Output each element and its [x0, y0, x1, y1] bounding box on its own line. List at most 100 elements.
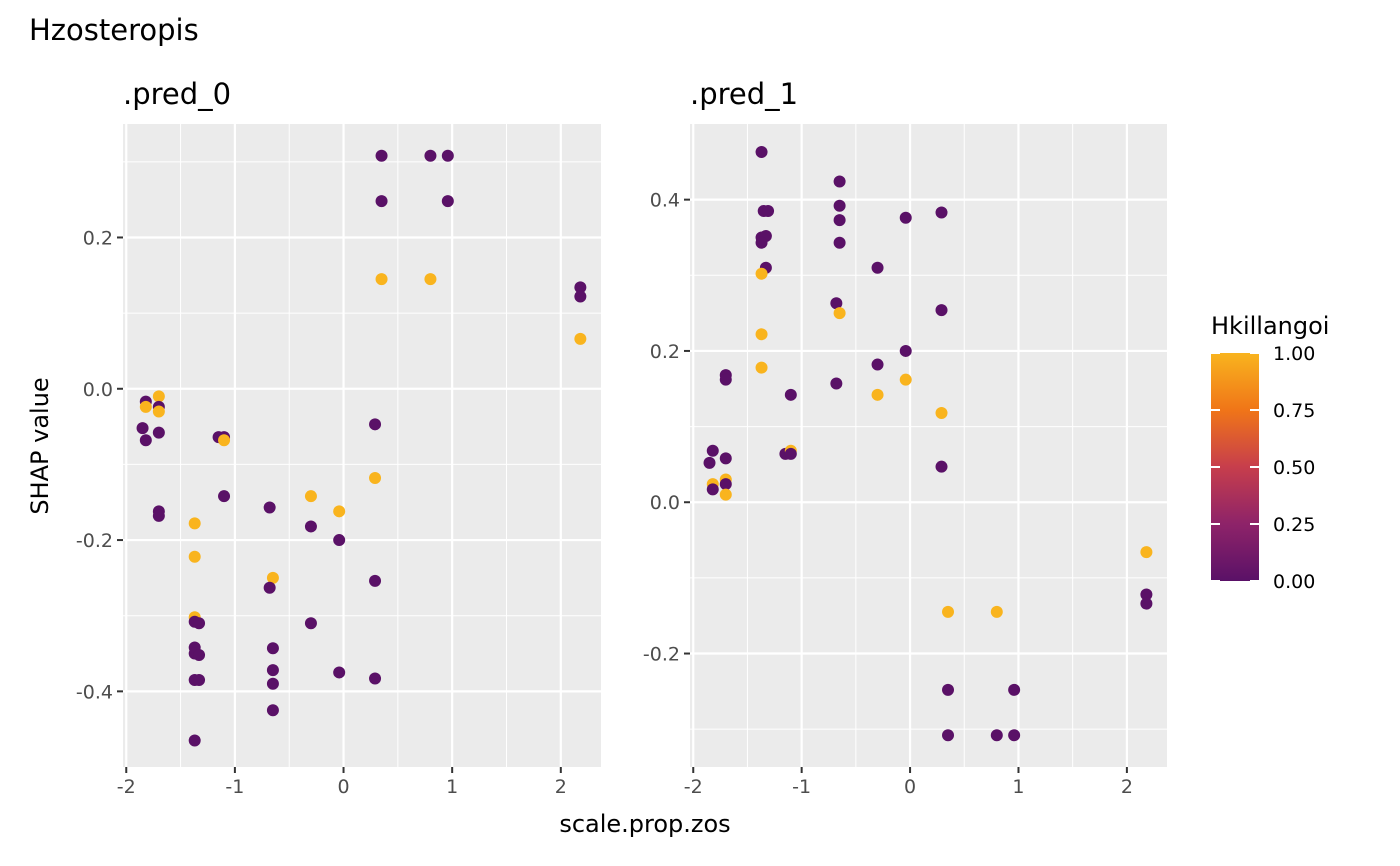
data-point	[333, 666, 346, 679]
data-point	[369, 574, 382, 587]
panel-pred-1: .pred_1 -2 -1 0 1 2 0.4 0.2 0.0 -0.2	[643, 77, 1167, 798]
data-point	[152, 509, 165, 522]
legend-tick-label: 0.75	[1273, 400, 1315, 422]
data-point	[833, 199, 846, 212]
data-point	[719, 452, 732, 465]
data-point	[304, 520, 317, 533]
data-point	[942, 683, 955, 696]
data-point	[899, 344, 912, 357]
data-point	[266, 642, 279, 655]
data-point	[188, 734, 201, 747]
data-point	[990, 605, 1003, 618]
x-tick-label: 2	[555, 776, 567, 798]
data-point	[266, 664, 279, 677]
data-point	[755, 267, 768, 280]
x-tick-label: 1	[446, 776, 458, 798]
data-point	[375, 195, 388, 208]
data-point	[441, 195, 454, 208]
data-point	[833, 307, 846, 320]
data-point	[369, 472, 382, 485]
data-point	[424, 273, 437, 286]
data-point	[574, 332, 587, 345]
x-tick-label: 1	[1012, 776, 1024, 798]
data-point	[755, 361, 768, 374]
data-point	[266, 571, 279, 584]
data-point	[706, 483, 719, 496]
data-point	[719, 488, 732, 501]
data-point	[188, 550, 201, 563]
data-point	[833, 175, 846, 188]
y-tick-label: 0.2	[650, 341, 680, 363]
data-point	[152, 426, 165, 439]
panel-title-pred-1: .pred_1	[690, 77, 798, 111]
data-point	[990, 729, 1003, 742]
legend-tick-label: 0.25	[1273, 514, 1315, 536]
y-tick-label: 0.4	[650, 190, 680, 212]
panel-pred-0: .pred_0 -2 -1 0 1 2 0.2 0.0 -0.2 -0.4	[76, 77, 601, 798]
data-point	[719, 373, 732, 386]
x-tick-label: -1	[792, 776, 811, 798]
data-point	[1140, 597, 1153, 610]
legend-title: Hkillangoi	[1211, 312, 1329, 340]
color-legend: Hkillangoi 1.00 0.75 0.50 0.25 0.00	[1211, 312, 1329, 593]
y-tick-label: -0.2	[76, 530, 113, 552]
x-tick-label: 0	[904, 776, 916, 798]
panel-title-pred-0: .pred_0	[123, 77, 231, 111]
data-point	[139, 434, 152, 447]
data-point	[218, 490, 231, 503]
data-point	[899, 211, 912, 224]
data-point	[369, 418, 382, 431]
x-tick-label: -2	[684, 776, 703, 798]
data-point	[871, 358, 884, 371]
data-point	[899, 373, 912, 386]
data-point	[942, 605, 955, 618]
data-point	[942, 729, 955, 742]
y-tick-label: 0.0	[650, 492, 680, 514]
data-point	[784, 447, 797, 460]
data-point	[833, 236, 846, 249]
data-point	[935, 406, 948, 419]
data-point	[304, 617, 317, 630]
data-point	[935, 304, 948, 317]
x-tick-label: 0	[337, 776, 349, 798]
data-point	[193, 617, 206, 630]
data-point	[574, 281, 587, 294]
chart-title: Hzosteropis	[29, 13, 199, 47]
data-point	[375, 273, 388, 286]
data-point	[755, 236, 768, 249]
data-point	[333, 505, 346, 518]
data-point	[136, 422, 149, 435]
data-point	[375, 149, 388, 162]
data-point	[424, 149, 437, 162]
data-point	[266, 677, 279, 690]
data-point	[218, 434, 231, 447]
data-point	[193, 649, 206, 662]
data-point	[333, 534, 346, 547]
data-point	[1008, 729, 1021, 742]
data-point	[830, 297, 843, 310]
x-tick-label: 2	[1121, 776, 1133, 798]
data-point	[703, 456, 716, 469]
data-point	[833, 214, 846, 227]
y-tick-label: 0.2	[83, 227, 113, 249]
data-point	[1140, 588, 1153, 601]
y-tick-label: -0.4	[76, 681, 113, 703]
data-point	[935, 460, 948, 473]
legend-tick-label: 0.00	[1273, 571, 1315, 593]
data-point	[755, 328, 768, 341]
panel-background	[123, 124, 601, 767]
data-point	[762, 204, 775, 217]
data-point	[1008, 683, 1021, 696]
data-point	[266, 704, 279, 717]
data-point	[263, 581, 276, 594]
y-tick-label: -0.2	[643, 644, 680, 666]
data-point	[706, 444, 719, 457]
data-point	[574, 290, 587, 303]
legend-tick-label: 1.00	[1273, 343, 1315, 365]
data-point	[830, 377, 843, 390]
data-point	[193, 674, 206, 687]
data-point	[441, 149, 454, 162]
data-point	[188, 517, 201, 530]
x-tick-label: -1	[225, 776, 244, 798]
